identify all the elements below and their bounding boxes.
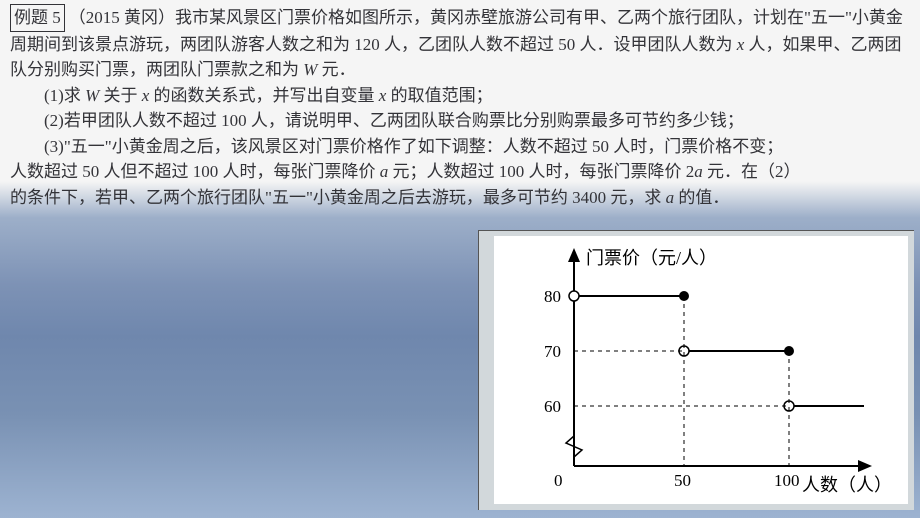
p3-a3: a: [666, 188, 675, 207]
part-3-line3: 的条件下，若甲、乙两个旅行团队"五一"小黄金周之后去游玩，最多可节约 3400 …: [10, 185, 910, 211]
p1-a: (1)求: [44, 86, 85, 105]
p1-d: 的取值范围；: [386, 86, 492, 105]
p3-f: 的值．: [674, 188, 729, 207]
p3-c: 元；人数超过 100 人时，每张门票降价 2: [388, 162, 694, 181]
ytick-80: 80: [544, 287, 561, 307]
part-3-line2: 人数超过 50 人但不超过 100 人时，每张门票降价 a 元；人数超过 100…: [10, 159, 910, 185]
intro-paragraph: 例题 5（2015 黄冈）我市某风景区门票价格如图所示，黄冈赤壁旅游公司有甲、乙…: [10, 4, 910, 83]
chart-inner: 门票价（元/人） 人数（人） 80 70 60 0 50 100: [494, 236, 908, 504]
chart-svg: [494, 236, 908, 504]
ytick-70: 70: [544, 342, 561, 362]
var-w: W: [303, 60, 317, 79]
y-axis-arrow: [568, 248, 580, 262]
x-axis-label: 人数（人）: [802, 471, 892, 497]
marker-open-0-80: [569, 291, 579, 301]
p1-c: 的函数关系式，并写出自变量: [149, 86, 379, 105]
chart-container: 门票价（元/人） 人数（人） 80 70 60 0 50 100: [478, 230, 914, 510]
p3-e: 的条件下，若甲、乙两个旅行团队"五一"小黄金周之后去游玩，最多可节约 3400 …: [10, 188, 666, 207]
xtick-50: 50: [674, 471, 691, 491]
p3-a1: a: [380, 162, 389, 181]
part-3-line1: (3)"五一"小黄金周之后，该风景区对门票价格作了如下调整：人数不超过 50 人…: [10, 134, 910, 160]
p3-a: (3)"五一"小黄金周之后，该风景区对门票价格作了如下调整：人数不超过 50 人…: [44, 137, 783, 156]
intro-text-3: 元．: [317, 60, 355, 79]
xtick-100: 100: [774, 471, 800, 491]
example-label: 例题 5: [10, 4, 65, 32]
p2-text: (2)若甲团队人数不超过 100 人，请说明甲、乙两团队联合购票比分别购票最多可…: [44, 111, 744, 130]
p1-w: W: [85, 86, 99, 105]
ytick-60: 60: [544, 397, 561, 417]
p3-b: 人数超过 50 人但不超过 100 人时，每张门票降价: [10, 162, 380, 181]
p3-d: 元．在（2）: [703, 162, 801, 181]
problem-text: 例题 5（2015 黄冈）我市某风景区门票价格如图所示，黄冈赤壁旅游公司有甲、乙…: [10, 4, 910, 210]
p3-a2: a: [694, 162, 703, 181]
part-2: (2)若甲团队人数不超过 100 人，请说明甲、乙两团队联合购票比分别购票最多可…: [10, 108, 910, 134]
y-axis-label: 门票价（元/人）: [586, 244, 717, 270]
part-1: (1)求 W 关于 x 的函数关系式，并写出自变量 x 的取值范围；: [10, 83, 910, 109]
p1-b: 关于: [99, 86, 142, 105]
origin-label: 0: [554, 471, 563, 491]
